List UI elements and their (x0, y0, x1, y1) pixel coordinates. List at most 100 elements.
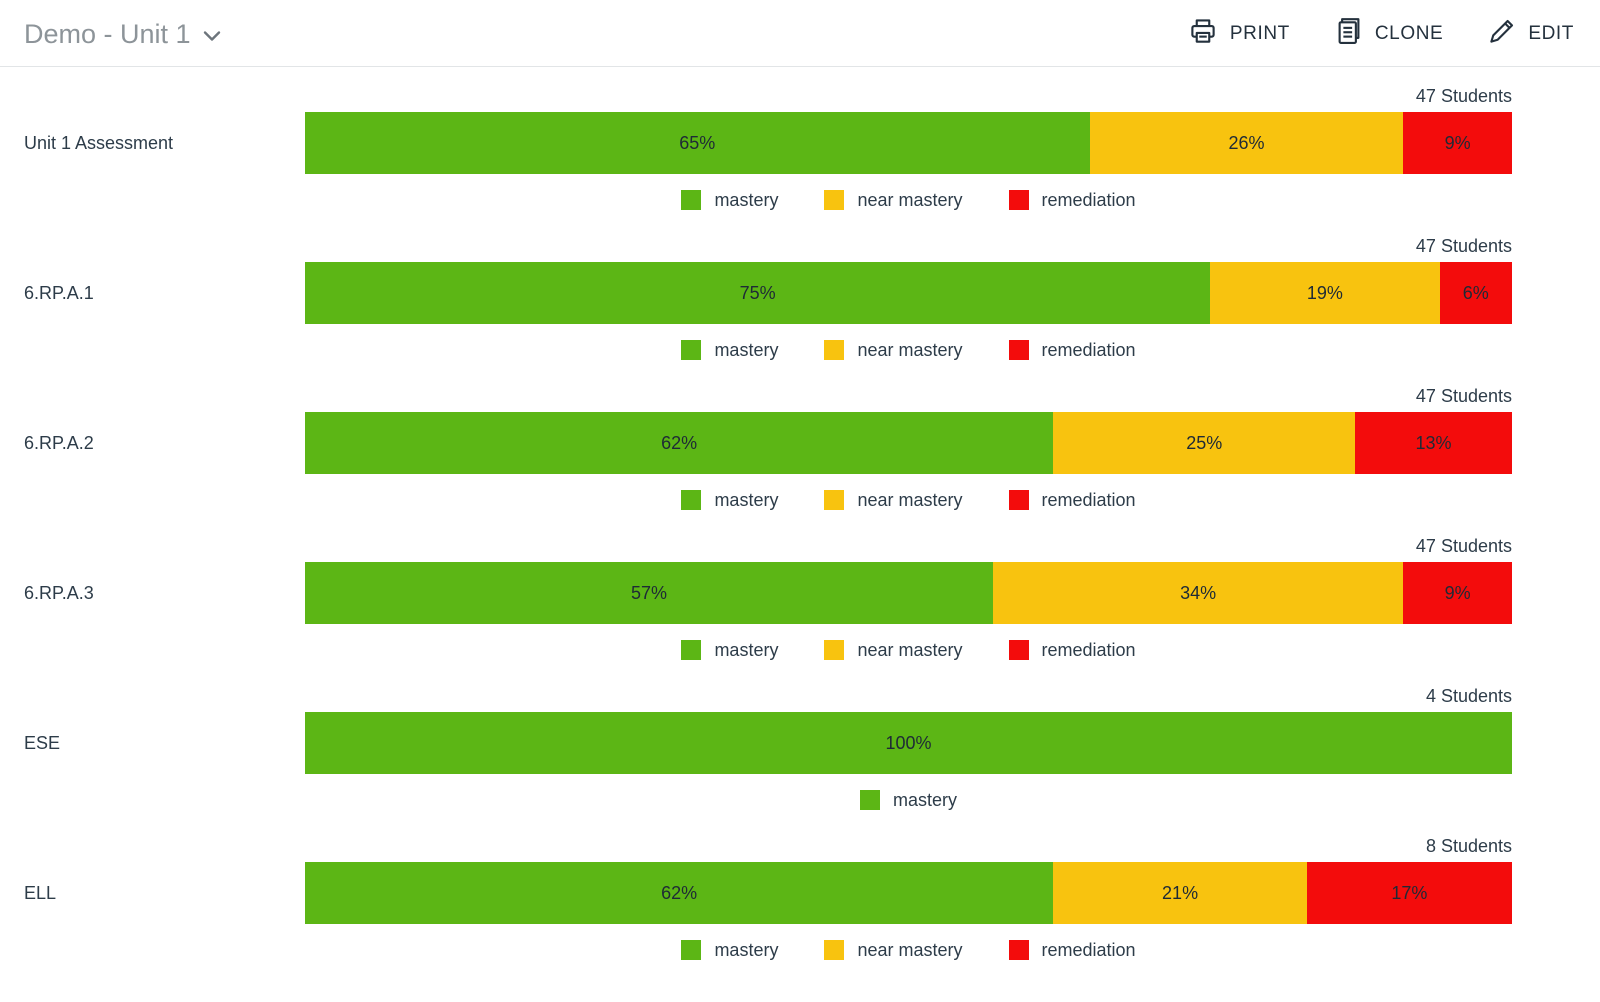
chart-label: ESE (24, 733, 61, 753)
bar-segment-near-mastery[interactable]: 21% (1053, 862, 1307, 924)
near-mastery-swatch-icon (824, 340, 845, 360)
legend: mastery near mastery remediation (305, 339, 1512, 361)
legend-item-mastery: mastery (681, 340, 778, 361)
print-label: PRINT (1229, 23, 1290, 44)
charts: Unit 1 Assessment 47 Students 65% 26% 9% mast… (0, 67, 1600, 961)
students-count: 8 Students (1425, 836, 1512, 856)
legend: mastery near mastery remediation (305, 489, 1512, 511)
legend: mastery near mastery remediation (305, 189, 1512, 211)
legend-item-near-mastery: near mastery (824, 639, 963, 661)
legend-label: remediation (1041, 489, 1136, 510)
stacked-bar: 65% 26% 9% (305, 112, 1512, 174)
near-mastery-swatch-icon (824, 490, 845, 510)
stacked-bar: 57% 34% 9% (305, 562, 1512, 624)
clone-label: CLONE (1374, 23, 1444, 44)
mastery-swatch-icon (681, 640, 702, 660)
stacked-bar: 62% 21% 17% (305, 862, 1512, 924)
report-selector[interactable]: Demo - Unit 1 (24, 19, 221, 50)
clone-button[interactable]: CLONE (1334, 16, 1443, 52)
bar-segment-remediation[interactable]: 9% (1403, 112, 1512, 174)
students-count: 47 Students (1415, 86, 1512, 106)
print-button[interactable]: PRINT (1187, 16, 1290, 52)
mastery-swatch-icon (681, 340, 702, 360)
remediation-swatch-icon (1008, 940, 1029, 960)
legend-label: near mastery (857, 939, 963, 960)
bar-segment-mastery[interactable]: 62% (305, 412, 1054, 474)
legend-label: near mastery (857, 339, 963, 360)
chart-row-6rpa3: 6.RP.A.3 47 Students 57% 34% 9% mastery near m… (24, 535, 1512, 661)
legend-item-remediation: remediation (1008, 640, 1136, 661)
bar-segment-remediation[interactable]: 6% (1439, 262, 1512, 324)
bar-segment-mastery[interactable]: 100% (305, 712, 1512, 774)
legend-label: mastery (714, 639, 779, 660)
students-count: 47 Students (1415, 386, 1512, 406)
legend-item-mastery: mastery (681, 940, 778, 961)
legend-label: mastery (714, 339, 779, 360)
chart-label: Unit 1 Assessment (24, 133, 174, 153)
stacked-bar: 100% (305, 712, 1512, 774)
legend: mastery (305, 789, 1512, 811)
legend-label: remediation (1041, 339, 1136, 360)
clone-icon (1334, 16, 1364, 52)
students-count: 47 Students (1415, 236, 1512, 256)
mastery-swatch-icon (681, 940, 702, 960)
legend-label: near mastery (857, 489, 963, 510)
legend-item-near-mastery: near mastery (824, 339, 963, 361)
legend-label: remediation (1041, 189, 1136, 210)
chart-area: 47 Students 57% 34% 9% mastery near mastery re… (305, 535, 1512, 661)
chart-label: 6.RP.A.3 (24, 583, 94, 603)
bar-segment-mastery[interactable]: 62% (305, 862, 1054, 924)
legend-label: mastery (714, 189, 779, 210)
remediation-swatch-icon (1008, 190, 1029, 210)
legend-item-near-mastery: near mastery (824, 489, 963, 511)
bar-segment-mastery[interactable]: 75% (305, 262, 1211, 324)
edit-button[interactable]: EDIT (1487, 16, 1574, 52)
printer-icon (1187, 16, 1219, 52)
legend-item-mastery: mastery (681, 640, 778, 661)
legend-item-mastery: mastery (681, 190, 778, 211)
mastery-swatch-icon (681, 490, 702, 510)
near-mastery-swatch-icon (824, 190, 845, 210)
chart-area: 4 Students 100% mastery (305, 685, 1512, 811)
legend-item-remediation: remediation (1008, 489, 1136, 511)
legend-item-remediation: remediation (1008, 940, 1136, 961)
legend-item-near-mastery: near mastery (824, 939, 963, 961)
chart-row-6rpa2: 6.RP.A.2 47 Students 62% 25% 13% mastery near … (24, 385, 1512, 511)
legend-label: mastery (714, 939, 779, 960)
near-mastery-swatch-icon (824, 940, 845, 960)
chart-row-ese: ESE 4 Students 100% mastery (24, 685, 1512, 811)
chart-area: 47 Students 65% 26% 9% mastery near mastery re… (305, 85, 1512, 211)
near-mastery-swatch-icon (824, 640, 845, 660)
bar-segment-mastery[interactable]: 57% (305, 562, 993, 624)
chart-area: 47 Students 75% 19% 6% mastery near mastery re… (305, 235, 1512, 361)
stacked-bar: 62% 25% 13% (305, 412, 1512, 474)
header: Demo - Unit 1 PRINT (0, 0, 1600, 67)
students-count: 4 Students (1425, 686, 1512, 706)
legend-item-near-mastery: near mastery (824, 190, 963, 211)
legend-label: mastery (714, 489, 779, 510)
legend-item-remediation: remediation (1008, 189, 1136, 211)
bar-segment-near-mastery[interactable]: 26% (1089, 112, 1404, 174)
legend-label: mastery (892, 789, 957, 810)
bar-segment-remediation[interactable]: 9% (1403, 562, 1512, 624)
legend-label: near mastery (857, 639, 963, 660)
bar-segment-mastery[interactable]: 65% (305, 112, 1090, 174)
chevron-down-icon (203, 31, 220, 41)
page-title: Demo - Unit 1 (24, 18, 191, 49)
chart-row-ell: ELL 8 Students 62% 21% 17% mastery near master… (24, 835, 1512, 961)
bar-segment-near-mastery[interactable]: 34% (992, 562, 1404, 624)
bar-segment-remediation[interactable]: 13% (1355, 412, 1512, 474)
bar-segment-near-mastery[interactable]: 19% (1210, 262, 1440, 324)
remediation-swatch-icon (1008, 340, 1029, 360)
legend-item-remediation: remediation (1008, 339, 1136, 361)
stacked-bar: 75% 19% 6% (305, 262, 1512, 324)
students-count: 47 Students (1415, 536, 1512, 556)
edit-label: EDIT (1528, 23, 1574, 44)
bar-segment-near-mastery[interactable]: 25% (1053, 412, 1356, 474)
bar-segment-remediation[interactable]: 17% (1306, 862, 1512, 924)
chart-row-unit-1-assessment: Unit 1 Assessment 47 Students 65% 26% 9% mast… (24, 85, 1512, 211)
legend-item-mastery: mastery (859, 789, 957, 811)
chart-label: ELL (24, 883, 57, 903)
remediation-swatch-icon (1008, 490, 1029, 510)
chart-label: 6.RP.A.1 (24, 283, 94, 303)
